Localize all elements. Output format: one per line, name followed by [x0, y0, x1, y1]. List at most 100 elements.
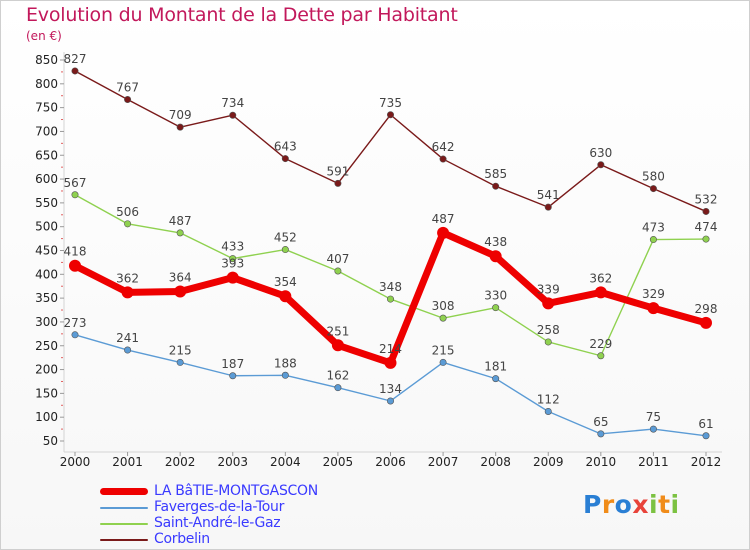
- data-label: 487: [169, 214, 192, 228]
- legend-item-faverges-de-la-tour[interactable]: Faverges-de-la-Tour: [100, 499, 400, 516]
- data-point: [229, 255, 237, 263]
- data-label: 407: [326, 252, 349, 266]
- legend-label: LA BâTIE-MONTGASCON: [154, 483, 318, 499]
- data-point: [439, 314, 447, 322]
- data-point: [334, 267, 342, 275]
- data-label: 187: [221, 357, 244, 371]
- data-label: 251: [326, 324, 349, 338]
- data-label: 339: [537, 282, 560, 296]
- y-tick-label: 800: [35, 77, 58, 91]
- x-tick-label: 2006: [375, 455, 406, 469]
- data-point: [597, 352, 605, 360]
- data-label: 585: [484, 167, 507, 181]
- legend-label: Corbelin: [154, 531, 210, 547]
- data-point: [489, 250, 502, 263]
- x-tick-label: 2001: [112, 455, 143, 469]
- data-label: 767: [116, 81, 139, 95]
- data-point: [702, 235, 710, 243]
- data-label: 258: [537, 323, 560, 337]
- logo-letter: P: [583, 490, 602, 519]
- data-label: 214: [379, 342, 402, 356]
- legend: LA BâTIE-MONTGASCON Faverges-de-la-Tour …: [100, 483, 400, 548]
- x-tick-label: 2009: [533, 455, 564, 469]
- proxiti-logo: Proxiti: [583, 490, 680, 519]
- y-tick-label: 750: [35, 101, 58, 115]
- data-point: [69, 259, 81, 272]
- legend-label: Saint-André-le-Gaz: [154, 515, 281, 531]
- x-tick-label: 2004: [270, 455, 301, 469]
- legend-item-la-batie-montgascon[interactable]: LA BâTIE-MONTGASCON: [100, 483, 400, 500]
- data-label: 418: [64, 245, 87, 259]
- x-tick-label: 2010: [586, 455, 617, 469]
- x-tick-label: 2005: [323, 455, 354, 469]
- legend-swatch: [100, 488, 148, 495]
- logo-letter: i: [649, 490, 659, 519]
- data-point: [594, 286, 607, 299]
- data-label: 112: [537, 392, 560, 406]
- legend-item-saint-andre-le-gaz[interactable]: Saint-André-le-Gaz: [100, 515, 400, 532]
- data-label: 541: [537, 188, 560, 202]
- data-label: 298: [695, 302, 718, 316]
- data-point: [647, 302, 660, 315]
- data-label: 65: [593, 415, 608, 429]
- data-label: 452: [274, 231, 297, 245]
- data-label: 642: [432, 140, 455, 154]
- data-label: 735: [379, 96, 402, 110]
- data-point: [597, 161, 605, 169]
- data-label: 438: [484, 235, 507, 249]
- data-label: 241: [116, 331, 139, 345]
- data-label: 506: [116, 205, 139, 219]
- data-point: [71, 331, 79, 339]
- y-tick-label: 250: [35, 339, 58, 353]
- legend-swatch: [100, 523, 148, 525]
- data-point: [386, 111, 394, 119]
- y-tick-label: 100: [35, 410, 58, 424]
- data-label: 364: [169, 270, 192, 284]
- data-point: [439, 155, 447, 163]
- data-point: [176, 229, 184, 237]
- data-label: 433: [221, 240, 244, 254]
- data-label: 229: [589, 337, 612, 351]
- data-label: 709: [169, 108, 192, 122]
- data-point: [331, 339, 344, 352]
- data-label: 354: [274, 275, 297, 289]
- x-tick-label: 2003: [217, 455, 248, 469]
- data-point: [544, 407, 552, 415]
- data-label: 188: [274, 356, 297, 370]
- data-point: [492, 182, 500, 190]
- x-tick-label: 2007: [428, 455, 459, 469]
- data-label: 474: [695, 220, 718, 234]
- data-point: [334, 384, 342, 392]
- y-tick-label: 650: [35, 148, 58, 162]
- data-point: [649, 425, 657, 433]
- data-point: [71, 191, 79, 199]
- unit-label: (en €): [26, 29, 62, 43]
- data-label: 273: [64, 316, 87, 330]
- data-label: 734: [221, 96, 244, 110]
- data-point: [437, 226, 450, 239]
- data-point: [439, 358, 447, 366]
- y-tick-label: 350: [35, 291, 58, 305]
- data-point: [542, 297, 555, 310]
- x-tick-label: 2008: [480, 455, 511, 469]
- data-label: 827: [64, 52, 87, 66]
- data-point: [702, 207, 710, 215]
- data-point: [124, 346, 132, 354]
- data-label: 591: [326, 164, 349, 178]
- data-point: [226, 271, 239, 284]
- legend-item-corbelin[interactable]: Corbelin: [100, 531, 400, 548]
- data-label: 308: [432, 299, 455, 313]
- data-point: [124, 96, 132, 104]
- data-label: 181: [484, 360, 507, 374]
- data-point: [124, 220, 132, 228]
- x-tick-label: 2000: [60, 455, 91, 469]
- data-label: 567: [64, 176, 87, 190]
- data-label: 532: [695, 192, 718, 206]
- data-point: [281, 371, 289, 379]
- data-label: 393: [221, 257, 244, 271]
- data-point: [281, 155, 289, 163]
- data-label: 362: [589, 271, 612, 285]
- data-point: [649, 236, 657, 244]
- data-point: [174, 285, 187, 298]
